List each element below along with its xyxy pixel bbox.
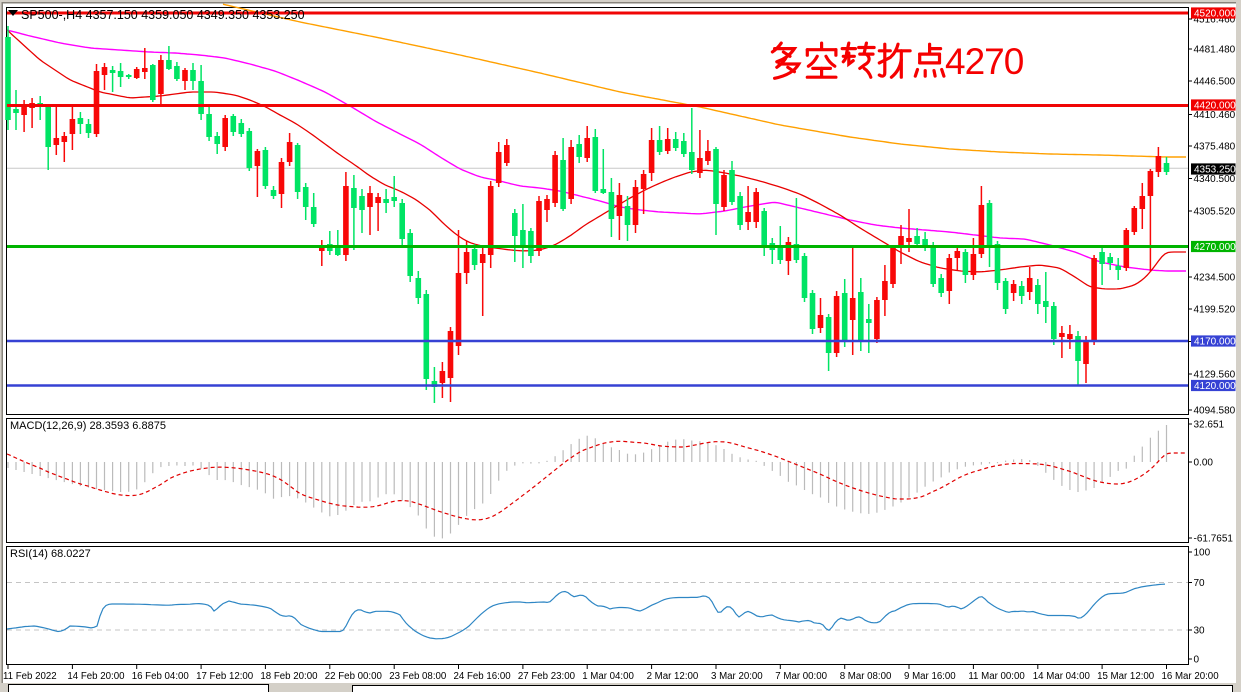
svg-text:14 Feb 20:00: 14 Feb 20:00 — [67, 671, 125, 682]
svg-text:4305.520: 4305.520 — [1194, 207, 1236, 218]
svg-text:4094.580: 4094.580 — [1194, 406, 1236, 417]
svg-text:4170.000: 4170.000 — [1194, 337, 1236, 348]
svg-text:70: 70 — [1194, 578, 1206, 589]
svg-text:2 Mar 12:00: 2 Mar 12:00 — [647, 671, 699, 682]
svg-text:11 Feb 2022: 11 Feb 2022 — [3, 671, 57, 682]
svg-text:4270.000: 4270.000 — [1194, 242, 1236, 253]
svg-text:4199.520: 4199.520 — [1194, 305, 1236, 316]
svg-text:RSI(14) 68.0227: RSI(14) 68.0227 — [10, 548, 91, 560]
svg-text:32.651: 32.651 — [1194, 420, 1225, 431]
svg-text:4353.250: 4353.250 — [1194, 165, 1236, 176]
svg-text:8 Mar 08:00: 8 Mar 08:00 — [840, 671, 892, 682]
svg-text:4520.000: 4520.000 — [1194, 9, 1236, 20]
svg-text:4129.560: 4129.560 — [1194, 370, 1236, 381]
svg-text:100: 100 — [1194, 548, 1211, 559]
svg-text:4481.480: 4481.480 — [1194, 45, 1236, 56]
svg-text:16 Feb 04:00: 16 Feb 04:00 — [132, 671, 190, 682]
svg-text:4375.480: 4375.480 — [1194, 142, 1236, 153]
svg-text:-61.7651: -61.7651 — [1194, 534, 1234, 545]
svg-text:27 Feb 23:00: 27 Feb 23:00 — [518, 671, 576, 682]
svg-text:30: 30 — [1194, 626, 1206, 637]
svg-text:1 Mar 04:00: 1 Mar 04:00 — [582, 671, 634, 682]
svg-text:0: 0 — [1194, 655, 1200, 666]
svg-text:4410.460: 4410.460 — [1194, 110, 1236, 121]
svg-text:4270: 4270 — [945, 41, 1024, 82]
svg-text:SP500-,H4 4357.150 4359.050 4: SP500-,H4 4357.150 4359.050 4349.350 435… — [21, 8, 305, 22]
svg-text:0.00: 0.00 — [1194, 458, 1214, 469]
svg-text:9 Mar 16:00: 9 Mar 16:00 — [904, 671, 956, 682]
svg-text:3 Mar 20:00: 3 Mar 20:00 — [711, 671, 763, 682]
svg-text:11 Mar 00:00: 11 Mar 00:00 — [968, 671, 1025, 682]
svg-text:14 Mar 04:00: 14 Mar 04:00 — [1033, 671, 1091, 682]
svg-text:MACD(12,26,9) 28.3593 6.8875: MACD(12,26,9) 28.3593 6.8875 — [10, 420, 166, 432]
svg-text:15 Mar 12:00: 15 Mar 12:00 — [1097, 671, 1155, 682]
svg-text:7 Mar 00:00: 7 Mar 00:00 — [775, 671, 827, 682]
svg-text:18 Feb 20:00: 18 Feb 20:00 — [260, 671, 318, 682]
svg-text:17 Feb 12:00: 17 Feb 12:00 — [196, 671, 254, 682]
svg-text:4516.460: 4516.460 — [1194, 15, 1236, 26]
svg-text:22 Feb 00:00: 22 Feb 00:00 — [325, 671, 383, 682]
svg-text:4446.500: 4446.500 — [1194, 77, 1236, 88]
svg-text:4120.000: 4120.000 — [1194, 381, 1236, 392]
svg-text:4420.000: 4420.000 — [1194, 101, 1236, 112]
svg-text:16 Mar 20:00: 16 Mar 20:00 — [1162, 671, 1220, 682]
svg-text:23 Feb 08:00: 23 Feb 08:00 — [389, 671, 447, 682]
svg-text:24 Feb 16:00: 24 Feb 16:00 — [454, 671, 512, 682]
svg-text:4340.500: 4340.500 — [1194, 174, 1236, 185]
svg-text:4234.500: 4234.500 — [1194, 273, 1236, 284]
